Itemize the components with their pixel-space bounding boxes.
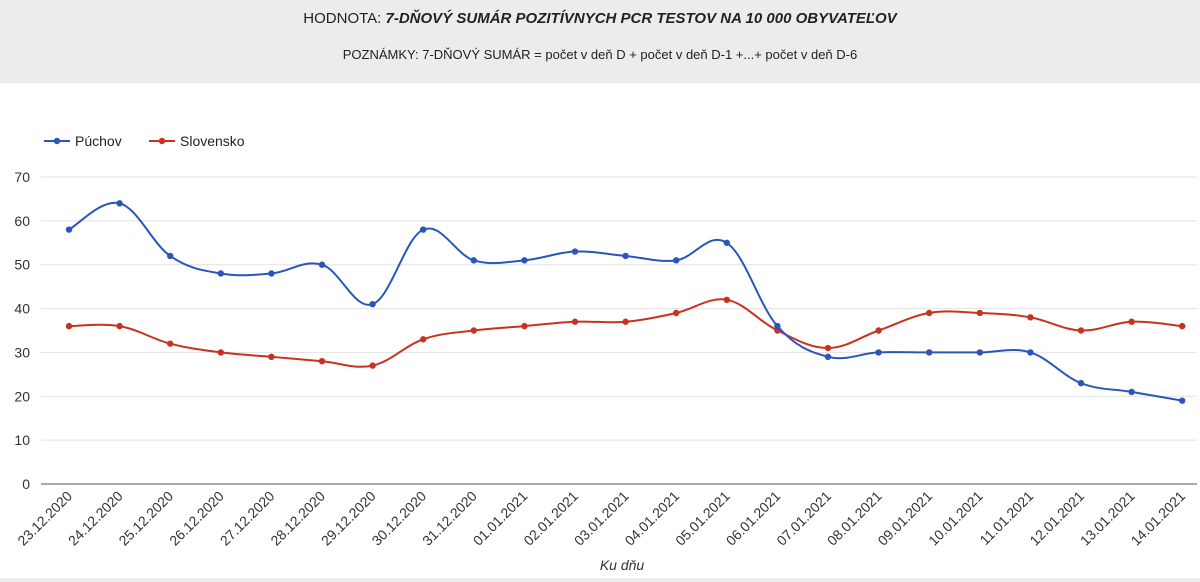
legend-marker-slovensko (158, 137, 166, 145)
data-point-slovensko (318, 358, 326, 365)
x-tick-label: 10.01.2021 (925, 488, 986, 549)
x-tick-label: 14.01.2021 (1127, 488, 1188, 549)
y-tick-label: 50 (14, 257, 30, 273)
data-point-puchov (318, 261, 326, 268)
data-point-puchov (167, 252, 174, 260)
y-tick-label: 0 (22, 476, 30, 492)
data-point-slovensko (65, 322, 73, 330)
chart-header: HODNOTA: 7-DŇOVÝ SUMÁR POZITÍVNYCH PCR T… (0, 0, 1200, 83)
data-point-puchov (470, 257, 477, 264)
data-point-puchov (723, 239, 730, 246)
y-tick-label: 70 (14, 169, 30, 185)
series-line-puchov (68, 201, 1183, 402)
legend-label-slovensko: Slovensko (180, 133, 245, 149)
legend-label-puchov: Púchov (75, 133, 122, 149)
series-line-slovensko (68, 298, 1183, 368)
data-point-puchov (976, 349, 983, 356)
data-point-slovensko (1077, 327, 1085, 334)
x-axis-title: Ku dňu (600, 557, 645, 573)
data-point-puchov (217, 270, 224, 277)
data-point-slovensko (369, 362, 376, 369)
data-point-slovensko (723, 296, 730, 303)
data-point-slovensko (571, 318, 579, 325)
data-point-slovensko (268, 353, 275, 361)
data-point-puchov (774, 322, 781, 330)
data-point-slovensko (167, 340, 174, 347)
y-tick-label: 10 (14, 432, 30, 448)
data-point-puchov (673, 257, 680, 264)
y-tick-label: 60 (14, 213, 30, 229)
data-point-slovensko (116, 322, 123, 330)
title-main: 7-DŇOVÝ SUMÁR POZITÍVNYCH PCR TESTOV NA … (385, 10, 897, 27)
data-point-slovensko (1179, 322, 1186, 330)
data-point-puchov (420, 226, 427, 233)
data-point-puchov (1128, 388, 1135, 396)
data-point-puchov (824, 353, 832, 361)
bottom-strip (0, 578, 1200, 582)
title-prefix: HODNOTA: (303, 10, 382, 27)
data-point-slovensko (1027, 314, 1034, 321)
data-point-puchov (268, 270, 275, 277)
data-point-slovensko (875, 327, 882, 334)
data-point-puchov (116, 200, 123, 207)
data-point-slovensko (217, 349, 224, 356)
data-point-slovensko (1128, 318, 1135, 325)
y-tick-label: 20 (14, 388, 30, 404)
chart-title: HODNOTA: 7-DŇOVÝ SUMÁR POZITÍVNYCH PCR T… (0, 10, 1200, 27)
data-point-slovensko (824, 344, 832, 352)
data-point-puchov (875, 349, 882, 356)
data-point-slovensko (470, 327, 477, 334)
data-point-puchov (1077, 379, 1085, 387)
data-point-puchov (622, 252, 629, 260)
data-point-puchov (1027, 349, 1034, 356)
data-point-slovensko (673, 309, 680, 317)
data-point-slovensko (622, 318, 629, 325)
chart-note: POZNÁMKY: 7-DŇOVÝ SUMÁR = počet v deň D … (342, 47, 858, 62)
data-point-slovensko (926, 309, 933, 317)
legend-marker-puchov (53, 137, 61, 145)
data-point-puchov (521, 257, 528, 264)
data-point-puchov (65, 226, 73, 233)
y-tick-label: 30 (14, 344, 30, 360)
data-point-slovensko (976, 309, 983, 317)
data-point-puchov (1179, 397, 1186, 404)
data-point-puchov (571, 248, 579, 255)
data-point-puchov (369, 300, 376, 308)
y-tick-label: 40 (14, 301, 30, 317)
data-point-puchov (926, 349, 933, 356)
data-point-slovensko (521, 322, 528, 330)
data-point-slovensko (420, 336, 427, 343)
